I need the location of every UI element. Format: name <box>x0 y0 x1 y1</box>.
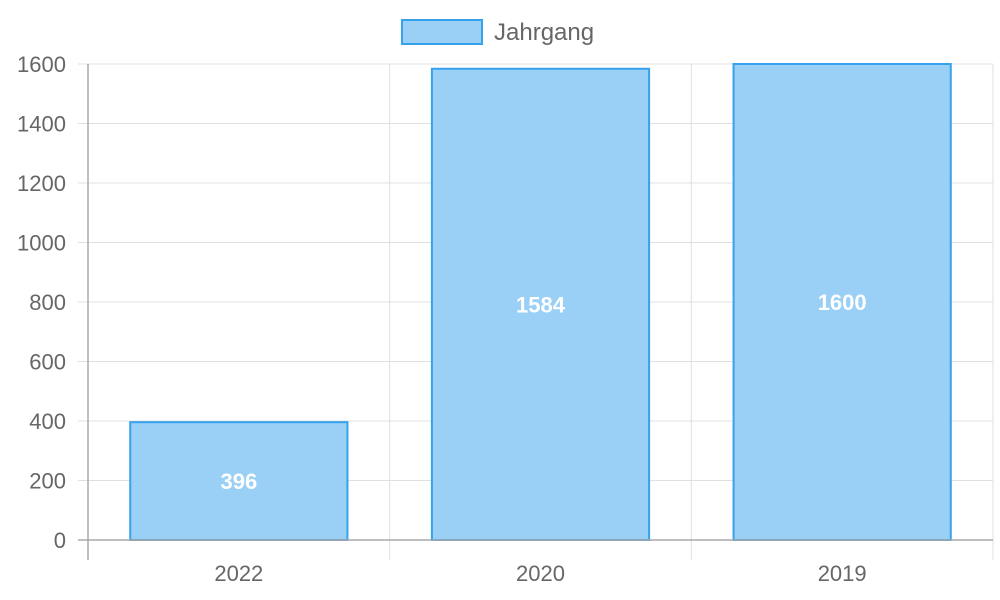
y-tick-label: 1200 <box>17 171 66 196</box>
legend-swatch[interactable] <box>401 19 483 45</box>
data-label: 1584 <box>516 292 566 317</box>
y-tick-label: 1000 <box>17 231 66 256</box>
legend-label[interactable]: Jahrgang <box>494 19 594 46</box>
x-tick-label: 2019 <box>818 561 867 586</box>
chart-bars: 396 1584 1600 <box>129 63 952 541</box>
bar-2022[interactable] <box>129 421 349 541</box>
x-tick-label: 2022 <box>214 561 263 586</box>
y-tick-label: 200 <box>29 469 66 494</box>
y-tick-label: 800 <box>29 290 66 315</box>
y-tick-label: 600 <box>29 350 66 375</box>
bar-2020[interactable] <box>430 67 651 541</box>
y-tick-label: 0 <box>54 528 66 553</box>
x-tick-label: 2020 <box>516 561 565 586</box>
y-tick-label: 1400 <box>17 112 66 137</box>
chart-axes: 0 200 400 600 800 1000 1200 1400 1600 2022 2020 201… <box>17 52 993 586</box>
data-label: 396 <box>220 469 257 494</box>
chart-legend[interactable]: Jahrgang <box>401 19 594 46</box>
data-label: 1600 <box>818 290 867 315</box>
y-tick-label: 400 <box>29 409 66 434</box>
bar-2019[interactable] <box>732 63 952 541</box>
y-tick-label: 1600 <box>17 52 66 77</box>
